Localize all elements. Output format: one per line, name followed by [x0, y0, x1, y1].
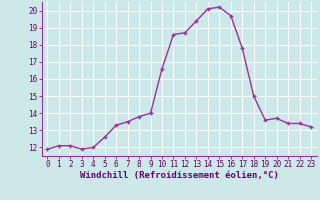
X-axis label: Windchill (Refroidissement éolien,°C): Windchill (Refroidissement éolien,°C) — [80, 171, 279, 180]
